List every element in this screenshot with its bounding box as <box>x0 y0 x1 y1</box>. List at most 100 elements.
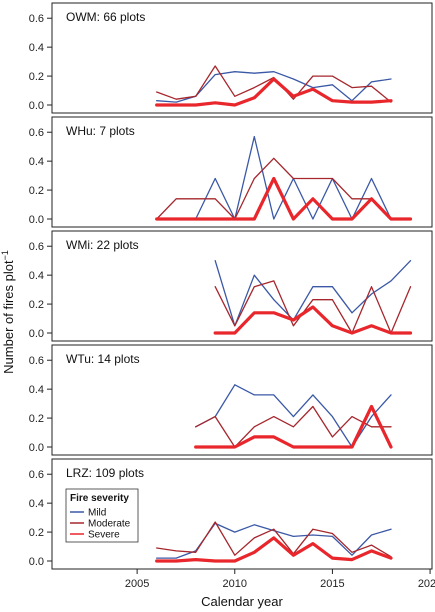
data-point-mild <box>253 524 255 526</box>
data-point-severe <box>292 319 294 321</box>
data-point-moderate <box>331 75 333 77</box>
data-point-moderate <box>312 406 314 407</box>
data-point-moderate <box>175 198 177 200</box>
y-axis-label: Number of fires plot−1 <box>0 250 16 374</box>
data-point-mild <box>156 100 158 102</box>
data-point-moderate <box>312 75 314 77</box>
data-point-severe <box>292 446 294 448</box>
data-point-severe <box>390 446 392 448</box>
data-point-mild <box>292 416 294 418</box>
data-point-moderate <box>234 325 236 327</box>
data-point-moderate <box>292 178 294 179</box>
data-point-severe <box>195 446 197 448</box>
y-tick-label: 0.6 <box>29 355 44 367</box>
data-point-moderate <box>175 550 177 552</box>
data-point-mild <box>292 535 294 537</box>
data-point-severe <box>371 325 372 327</box>
data-point-severe <box>312 198 314 200</box>
data-point-mild <box>234 71 236 73</box>
data-point-moderate <box>156 91 158 93</box>
data-point-mild <box>371 293 372 295</box>
panel-frame <box>51 116 433 228</box>
y-tick-label: 0.4 <box>29 156 44 168</box>
data-point-mild <box>253 394 255 396</box>
data-point-moderate <box>195 426 197 428</box>
data-point-moderate <box>214 416 216 418</box>
data-point-severe <box>175 104 177 106</box>
data-point-severe <box>175 218 177 220</box>
data-point-moderate <box>234 95 236 97</box>
data-point-moderate <box>331 533 333 534</box>
panel-frame <box>51 344 433 456</box>
data-point-severe <box>214 332 216 334</box>
data-point-mild <box>273 394 275 396</box>
data-point-mild <box>351 312 353 314</box>
series-line-moderate <box>156 157 412 220</box>
y-tick-label: 0.2 <box>29 527 44 539</box>
data-point-moderate <box>351 198 353 200</box>
data-point-severe <box>195 218 197 220</box>
data-point-moderate <box>214 521 216 523</box>
data-point-mild <box>253 136 255 138</box>
data-point-severe <box>195 559 197 561</box>
data-point-mild <box>312 218 314 220</box>
y-tick-label: 0.2 <box>29 299 44 311</box>
data-point-severe <box>253 551 255 553</box>
data-point-severe <box>156 560 158 562</box>
panel-frame <box>51 2 433 114</box>
x-axis-label: Calendar year <box>201 594 283 609</box>
panel-title: WTu: 14 plots <box>66 352 140 366</box>
y-tick-label: 0.2 <box>29 185 44 197</box>
legend-box <box>65 488 139 543</box>
data-point-severe <box>253 312 255 314</box>
y-tick-label: 0.6 <box>29 469 44 481</box>
data-point-moderate <box>331 178 333 179</box>
data-point-severe <box>214 218 216 220</box>
legend-entry-mild: Mild <box>88 508 106 519</box>
data-point-moderate <box>273 280 275 282</box>
data-point-mild <box>390 394 392 396</box>
data-point-moderate <box>253 537 255 539</box>
data-point-moderate <box>273 416 275 418</box>
data-point-severe <box>351 218 353 220</box>
data-point-severe <box>253 218 255 220</box>
data-point-mild <box>175 557 177 559</box>
data-point-severe <box>273 537 275 539</box>
data-point-mild <box>253 274 255 276</box>
data-point-moderate <box>253 426 255 428</box>
data-point-severe <box>273 78 275 80</box>
data-point-moderate <box>292 426 294 428</box>
data-point-severe <box>351 446 353 448</box>
data-point-severe <box>234 560 236 562</box>
data-point-severe <box>292 218 294 220</box>
panel-title: WMi: 22 plots <box>66 238 139 252</box>
y-tick-label: 0.0 <box>29 442 44 454</box>
panel-title: OWM: 66 plots <box>66 10 145 24</box>
x-tick-label: 2020 <box>418 578 435 590</box>
data-point-severe <box>312 88 314 90</box>
data-point-severe <box>390 557 392 559</box>
data-point-mild <box>214 178 216 179</box>
data-point-severe <box>292 95 294 97</box>
data-point-severe <box>331 557 333 559</box>
data-point-severe <box>390 218 392 220</box>
legend-entry-moderate: Moderate <box>88 519 131 530</box>
y-tick-label: 0.6 <box>29 127 44 139</box>
data-point-moderate <box>331 436 333 438</box>
data-point-severe <box>331 218 333 220</box>
data-point-severe <box>410 218 411 220</box>
data-point-severe <box>390 100 392 102</box>
data-point-severe <box>253 97 255 99</box>
data-point-mild <box>331 84 333 86</box>
legend-title: Fire severity <box>70 493 129 504</box>
data-point-severe <box>273 312 275 314</box>
data-point-mild <box>175 101 177 103</box>
data-point-severe <box>234 446 236 448</box>
data-point-severe <box>371 406 372 407</box>
y-tick-label: 0.0 <box>29 556 44 568</box>
data-point-severe <box>312 306 314 308</box>
y-tick-label: 0.2 <box>29 413 44 425</box>
data-point-severe <box>331 325 333 327</box>
